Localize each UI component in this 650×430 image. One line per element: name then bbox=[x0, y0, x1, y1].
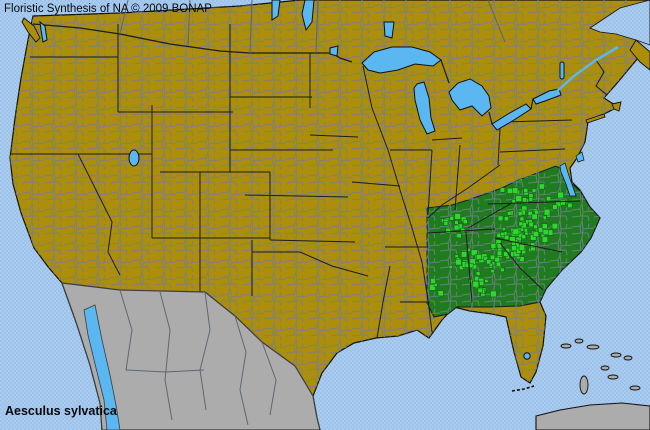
county-presence-marker bbox=[494, 256, 500, 263]
county-presence-marker bbox=[479, 280, 485, 286]
county-presence-marker bbox=[454, 213, 461, 220]
county-presence-marker bbox=[466, 248, 471, 252]
county-presence-marker bbox=[476, 254, 482, 260]
county-presence-marker bbox=[470, 249, 478, 256]
species-range-counties bbox=[429, 172, 573, 298]
county-presence-marker bbox=[490, 243, 497, 249]
county-presence-marker bbox=[518, 221, 524, 227]
county-presence-marker bbox=[531, 188, 537, 193]
county-presence-marker bbox=[519, 216, 525, 222]
county-presence-marker bbox=[483, 256, 488, 261]
state-borders bbox=[10, 24, 581, 339]
county-presence-marker bbox=[486, 259, 492, 265]
county-presence-marker bbox=[464, 262, 470, 268]
great-lakes bbox=[39, 0, 565, 360]
county-presence-marker bbox=[534, 210, 539, 215]
county-presence-marker bbox=[500, 232, 505, 237]
county-presence-marker bbox=[528, 197, 533, 202]
mexico-state-borders bbox=[119, 289, 277, 426]
county-presence-marker bbox=[503, 251, 509, 257]
bahamas-islands bbox=[560, 338, 641, 395]
florida-keys bbox=[511, 385, 535, 392]
county-presence-marker bbox=[567, 202, 573, 208]
county-presence-marker bbox=[533, 224, 538, 229]
county-presence-marker bbox=[490, 269, 495, 274]
county-presence-marker bbox=[551, 223, 558, 230]
county-presence-marker bbox=[541, 236, 548, 243]
county-presence-marker bbox=[455, 258, 462, 266]
county-presence-marker bbox=[542, 215, 547, 220]
county-presence-marker bbox=[516, 248, 522, 254]
gulf-of-california bbox=[83, 304, 121, 430]
county-presence-marker bbox=[445, 228, 451, 234]
county-presence-marker bbox=[522, 197, 528, 203]
county-presence-marker bbox=[448, 265, 453, 269]
county-presence-marker bbox=[560, 199, 566, 206]
county-presence-marker bbox=[515, 195, 522, 202]
county-presence-marker bbox=[521, 234, 527, 240]
county-presence-marker bbox=[511, 245, 517, 251]
county-presence-marker bbox=[495, 261, 501, 267]
chesapeake-bay bbox=[559, 151, 585, 197]
county-presence-marker bbox=[475, 271, 481, 276]
county-presence-marker bbox=[527, 210, 533, 216]
county-presence-marker bbox=[484, 279, 489, 283]
county-presence-marker bbox=[472, 280, 479, 288]
st-lawrence-river bbox=[555, 45, 619, 93]
county-presence-marker bbox=[511, 199, 516, 204]
county-presence-marker bbox=[531, 213, 538, 220]
county-presence-marker bbox=[552, 204, 558, 210]
county-presence-marker bbox=[512, 187, 519, 194]
county-presence-marker bbox=[542, 229, 549, 235]
mexico-region bbox=[61, 282, 321, 430]
cuba bbox=[535, 402, 650, 430]
county-presence-marker bbox=[509, 236, 516, 243]
county-presence-marker bbox=[523, 188, 529, 193]
province-borders bbox=[119, 0, 506, 54]
county-presence-marker bbox=[528, 221, 534, 227]
county-presence-marker bbox=[453, 224, 460, 231]
county-presence-marker bbox=[504, 216, 509, 222]
county-presence-marker bbox=[523, 228, 528, 233]
county-presence-marker bbox=[477, 287, 483, 293]
county-presence-marker bbox=[542, 223, 548, 230]
county-presence-marker bbox=[507, 211, 512, 216]
county-presence-marker bbox=[429, 284, 436, 291]
county-presence-marker bbox=[504, 234, 510, 240]
county-presence-marker bbox=[497, 215, 504, 222]
county-presence-marker bbox=[532, 231, 539, 237]
county-presence-marker bbox=[456, 233, 462, 239]
gulf-of-st-lawrence bbox=[589, 0, 650, 46]
county-presence-marker bbox=[500, 267, 505, 272]
county-presence-marker bbox=[461, 251, 468, 258]
county-presence-marker bbox=[462, 219, 468, 224]
county-presence-marker bbox=[507, 187, 513, 194]
county-presence-marker bbox=[454, 220, 459, 225]
county-presence-marker bbox=[449, 216, 454, 221]
county-presence-marker bbox=[512, 228, 520, 236]
county-presence-marker bbox=[430, 278, 436, 284]
county-presence-marker bbox=[437, 290, 444, 297]
county-presence-marker bbox=[474, 276, 480, 282]
county-presence-marker bbox=[443, 221, 449, 226]
county-presence-marker bbox=[490, 290, 497, 298]
county-presence-marker bbox=[490, 254, 496, 260]
county-presence-marker bbox=[538, 183, 545, 190]
county-presence-marker bbox=[502, 227, 506, 231]
county-presence-marker bbox=[496, 250, 503, 256]
county-presence-marker bbox=[433, 282, 438, 287]
coastal-islands bbox=[21, 17, 650, 124]
county-presence-marker bbox=[518, 244, 526, 251]
title-label: Floristic Synthesis of NA © 2009 BONAP bbox=[4, 3, 212, 15]
county-presence-marker bbox=[557, 191, 564, 199]
county-presence-marker bbox=[517, 211, 523, 216]
county-presence-marker bbox=[546, 196, 552, 202]
species-label: Aesculus sylvatica bbox=[5, 404, 118, 418]
county-presence-marker bbox=[543, 208, 551, 216]
